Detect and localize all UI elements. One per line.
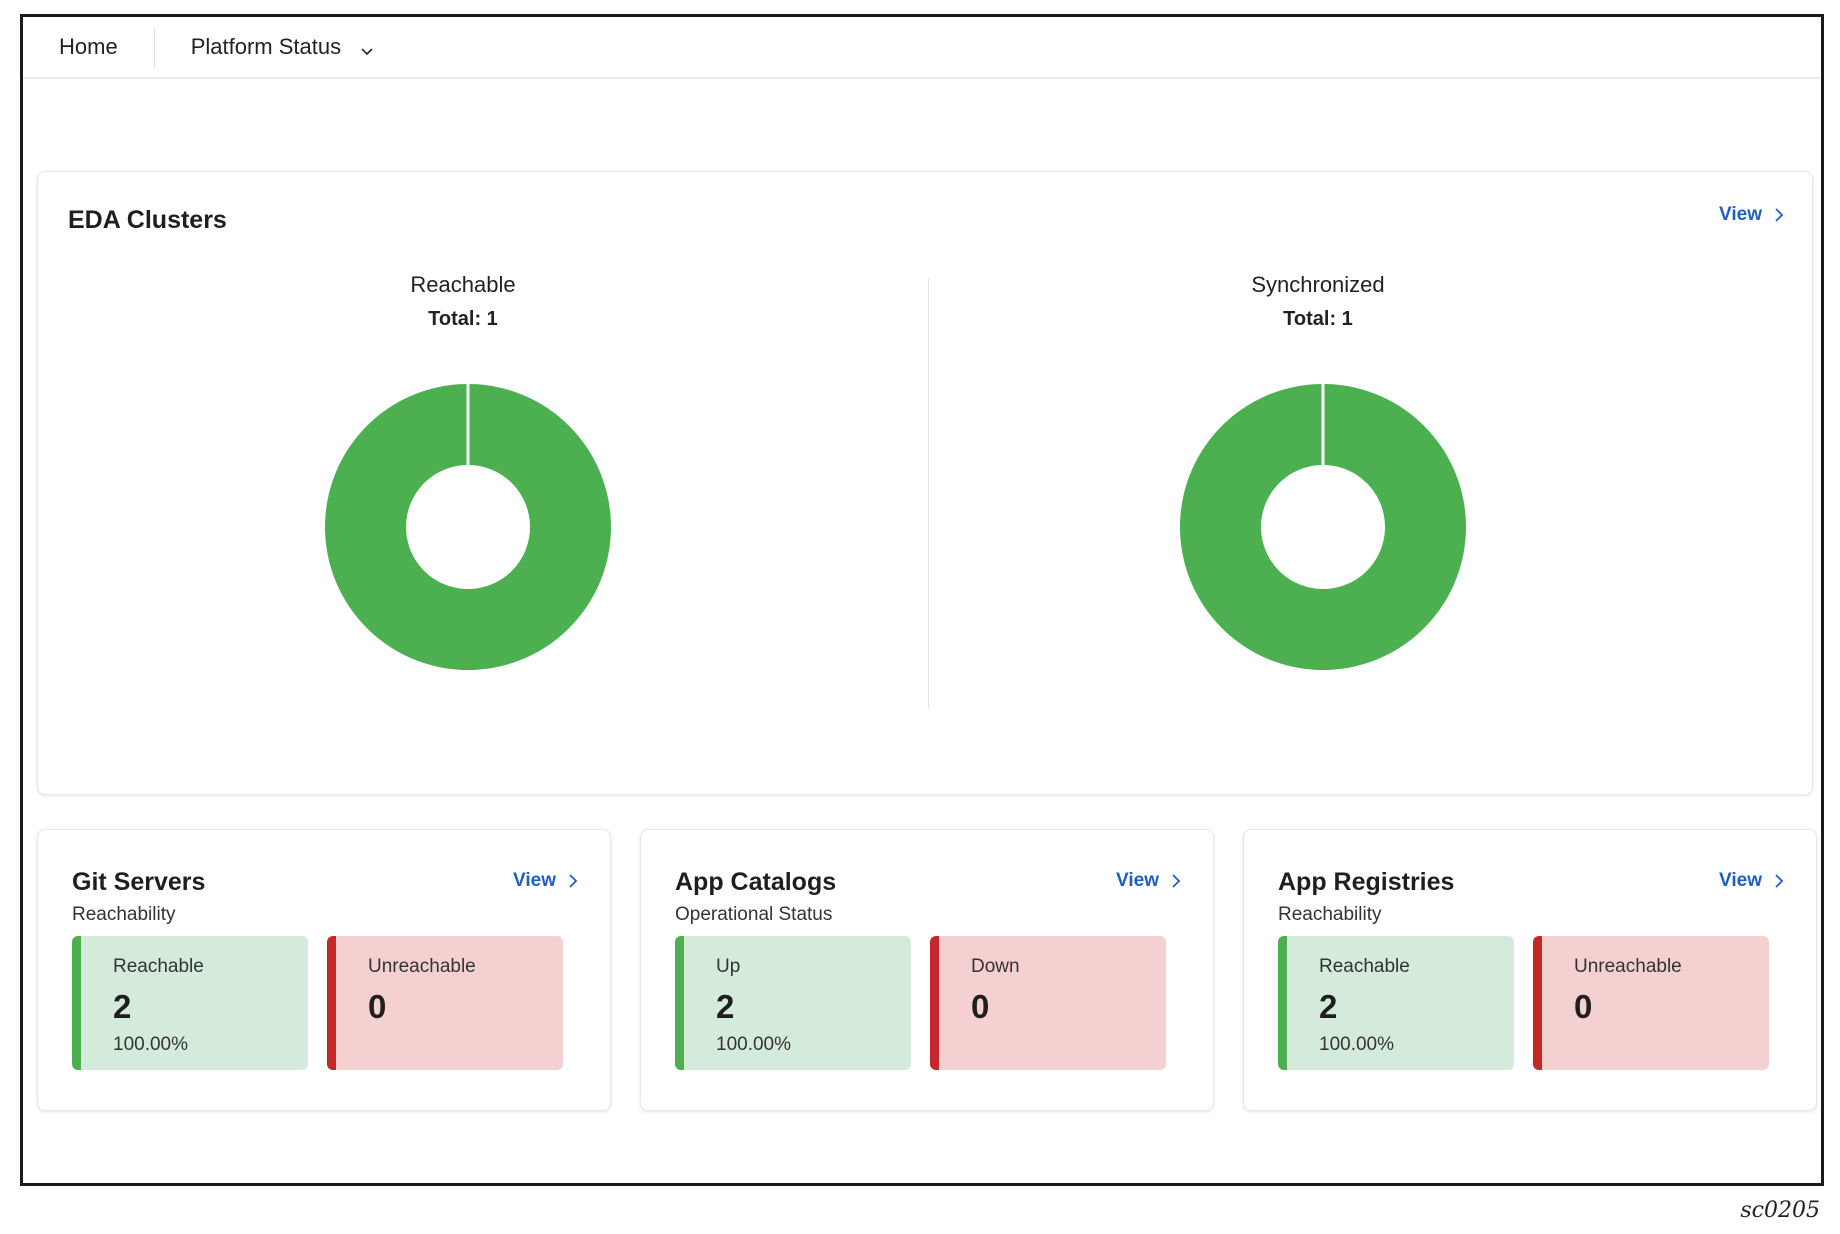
tile-count: 0 bbox=[368, 988, 387, 1025]
down-tile[interactable]: Down 0 bbox=[930, 936, 1166, 1070]
app-registries-card: App Registries Reachability View Reachab… bbox=[1243, 829, 1817, 1111]
chart-total: Total: 1 bbox=[428, 308, 498, 330]
tile-count: 0 bbox=[1574, 988, 1593, 1025]
app-catalogs-card: App Catalogs Operational Status View Up … bbox=[640, 829, 1214, 1111]
tile-count: 2 bbox=[1319, 988, 1338, 1025]
synchronized-donut-chart[interactable] bbox=[1178, 382, 1468, 672]
chevron-right-icon bbox=[566, 873, 580, 889]
donut-segment-reachable[interactable] bbox=[324, 384, 611, 670]
tile-percent: 100.00% bbox=[113, 1034, 189, 1055]
tile-label: Up bbox=[716, 956, 741, 977]
card-subtitle: Reachability bbox=[1278, 904, 1382, 925]
chart-label: Reachable bbox=[410, 272, 516, 297]
card-title: App Registries bbox=[1278, 868, 1455, 896]
reachable-donut-chart[interactable] bbox=[323, 382, 613, 672]
reachable-tile[interactable]: Reachable 2 100.00% bbox=[1278, 936, 1514, 1070]
tile-percent: 100.00% bbox=[716, 1034, 792, 1055]
nav-home-link[interactable]: Home bbox=[23, 27, 155, 67]
chevron-down-icon bbox=[359, 39, 375, 56]
view-label: View bbox=[1719, 870, 1762, 891]
unreachable-tile[interactable]: Unreachable 0 bbox=[1533, 936, 1769, 1070]
unreachable-tile[interactable]: Unreachable 0 bbox=[327, 936, 563, 1070]
tile-label: Down bbox=[971, 956, 1020, 977]
tile-label: Reachable bbox=[1319, 956, 1410, 977]
chart-label: Synchronized bbox=[1251, 272, 1385, 297]
eda-clusters-card: EDA Clusters View Reachable Total: 1 Syn… bbox=[37, 171, 1813, 795]
platform-status-dropdown[interactable]: Platform Status bbox=[155, 27, 375, 67]
tile-count: 0 bbox=[971, 988, 990, 1025]
card-title: App Catalogs bbox=[675, 868, 837, 896]
synchronized-chart-panel: Synchronized Total: 1 bbox=[1068, 272, 1568, 712]
git-servers-card: Git Servers Reachability View Reachable … bbox=[37, 829, 611, 1111]
app-registries-view-link[interactable]: View bbox=[1719, 870, 1786, 892]
eda-view-link[interactable]: View bbox=[1719, 204, 1786, 226]
view-label: View bbox=[513, 870, 556, 891]
app-frame: Home Platform Status EDA Clusters View R… bbox=[20, 14, 1824, 1186]
card-subtitle: Operational Status bbox=[675, 904, 833, 925]
tile-label: Reachable bbox=[113, 956, 204, 977]
reachable-tile[interactable]: Reachable 2 100.00% bbox=[72, 936, 308, 1070]
tile-count: 2 bbox=[716, 988, 735, 1025]
tile-percent: 100.00% bbox=[1319, 1034, 1395, 1055]
chart-total: Total: 1 bbox=[1283, 308, 1353, 330]
chart-divider bbox=[928, 278, 929, 708]
eda-clusters-title: EDA Clusters bbox=[68, 206, 227, 234]
donut-segment-synchronized[interactable] bbox=[1179, 384, 1466, 670]
chevron-right-icon bbox=[1772, 873, 1786, 889]
top-nav: Home Platform Status bbox=[23, 17, 1821, 79]
reachable-chart-panel: Reachable Total: 1 bbox=[213, 272, 713, 712]
chevron-right-icon bbox=[1772, 207, 1786, 223]
figure-caption: sc0205 bbox=[1740, 1198, 1820, 1223]
platform-status-label: Platform Status bbox=[190, 34, 342, 59]
view-label: View bbox=[1719, 204, 1762, 225]
tile-label: Unreachable bbox=[1574, 956, 1682, 977]
card-title: Git Servers bbox=[72, 868, 206, 896]
card-subtitle: Reachability bbox=[72, 904, 176, 925]
tile-label: Unreachable bbox=[368, 956, 476, 977]
git-servers-view-link[interactable]: View bbox=[513, 870, 580, 892]
tile-count: 2 bbox=[113, 988, 132, 1025]
app-catalogs-view-link[interactable]: View bbox=[1116, 870, 1183, 892]
chevron-right-icon bbox=[1169, 873, 1183, 889]
up-tile[interactable]: Up 2 100.00% bbox=[675, 936, 911, 1070]
view-label: View bbox=[1116, 870, 1159, 891]
